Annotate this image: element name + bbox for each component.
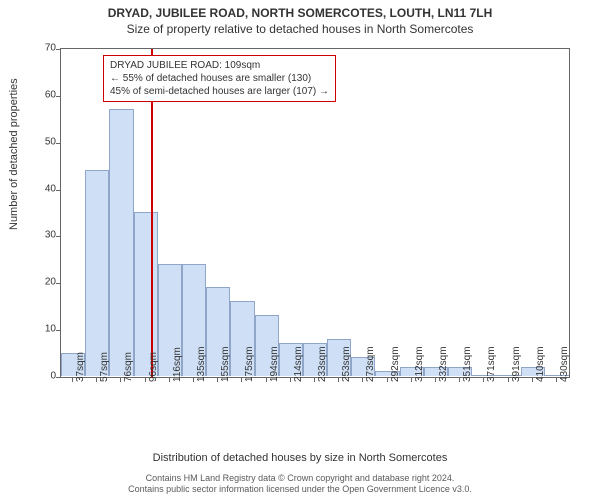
x-tick-label: 312sqm <box>414 346 425 382</box>
x-axis-label: Distribution of detached houses by size … <box>0 452 600 464</box>
license-line-2: Contains public sector information licen… <box>0 484 600 496</box>
x-tick-mark <box>338 377 339 382</box>
x-tick-label: 253sqm <box>341 346 352 382</box>
y-tick-mark <box>56 283 61 284</box>
chart-area: DRYAD JUBILEE ROAD: 109sqm← 55% of detac… <box>60 48 570 418</box>
x-tick-label: 292sqm <box>390 346 401 382</box>
x-tick-mark <box>314 377 315 382</box>
x-tick-mark <box>411 377 412 382</box>
y-tick-label: 50 <box>45 136 56 147</box>
y-tick-label: 70 <box>45 43 56 54</box>
x-tick-mark <box>532 377 533 382</box>
y-tick-label: 0 <box>50 371 56 382</box>
y-tick-label: 40 <box>45 183 56 194</box>
x-tick-mark <box>241 377 242 382</box>
histogram-bar <box>109 109 133 376</box>
annotation-box: DRYAD JUBILEE ROAD: 109sqm← 55% of detac… <box>103 55 336 102</box>
x-tick-label: 57sqm <box>99 352 110 382</box>
x-tick-mark <box>508 377 509 382</box>
x-tick-label: 194sqm <box>269 346 280 382</box>
y-tick-mark <box>56 377 61 378</box>
chart-title-1: DRYAD, JUBILEE ROAD, NORTH SOMERCOTES, L… <box>0 0 600 20</box>
x-tick-label: 135sqm <box>196 346 207 382</box>
y-tick-label: 60 <box>45 89 56 100</box>
y-tick-label: 20 <box>45 277 56 288</box>
x-tick-mark <box>459 377 460 382</box>
y-tick-mark <box>56 190 61 191</box>
x-tick-label: 233sqm <box>317 346 328 382</box>
x-tick-label: 273sqm <box>365 346 376 382</box>
y-tick-label: 30 <box>45 230 56 241</box>
y-tick-mark <box>56 49 61 50</box>
plot-area: DRYAD JUBILEE ROAD: 109sqm← 55% of detac… <box>60 48 570 378</box>
x-tick-mark <box>483 377 484 382</box>
x-tick-label: 410sqm <box>535 346 546 382</box>
x-tick-mark <box>362 377 363 382</box>
x-tick-label: 116sqm <box>172 347 183 382</box>
license-line-1: Contains HM Land Registry data © Crown c… <box>0 473 600 485</box>
chart-title-2: Size of property relative to detached ho… <box>0 20 600 36</box>
histogram-bar <box>85 170 109 376</box>
x-tick-mark <box>120 377 121 382</box>
x-tick-mark <box>169 377 170 382</box>
x-tick-mark <box>72 377 73 382</box>
x-tick-label: 37sqm <box>75 352 86 382</box>
x-tick-mark <box>556 377 557 382</box>
y-axis-label: Number of detached properties <box>8 78 20 230</box>
y-tick-mark <box>56 96 61 97</box>
x-tick-mark <box>193 377 194 382</box>
y-tick-mark <box>56 143 61 144</box>
x-tick-mark <box>96 377 97 382</box>
license-text: Contains HM Land Registry data © Crown c… <box>0 473 600 496</box>
annotation-line-2: ← 55% of detached houses are smaller (13… <box>110 72 329 85</box>
x-tick-label: 351sqm <box>462 346 473 382</box>
x-tick-label: 96sqm <box>148 352 159 382</box>
x-tick-label: 332sqm <box>438 346 449 382</box>
y-tick-label: 10 <box>45 324 56 335</box>
x-tick-mark <box>145 377 146 382</box>
x-tick-mark <box>387 377 388 382</box>
x-tick-label: 391sqm <box>511 346 522 382</box>
x-tick-label: 371sqm <box>486 346 497 382</box>
x-tick-mark <box>266 377 267 382</box>
x-tick-label: 214sqm <box>293 346 304 382</box>
x-tick-label: 175sqm <box>244 346 255 382</box>
x-tick-label: 430sqm <box>559 346 570 382</box>
y-tick-mark <box>56 236 61 237</box>
annotation-line-1: DRYAD JUBILEE ROAD: 109sqm <box>110 59 329 72</box>
x-tick-mark <box>290 377 291 382</box>
annotation-line-3: 45% of semi-detached houses are larger (… <box>110 85 329 98</box>
x-tick-mark <box>435 377 436 382</box>
x-tick-label: 76sqm <box>123 352 134 382</box>
x-tick-mark <box>217 377 218 382</box>
x-tick-label: 155sqm <box>220 346 231 382</box>
y-tick-mark <box>56 330 61 331</box>
